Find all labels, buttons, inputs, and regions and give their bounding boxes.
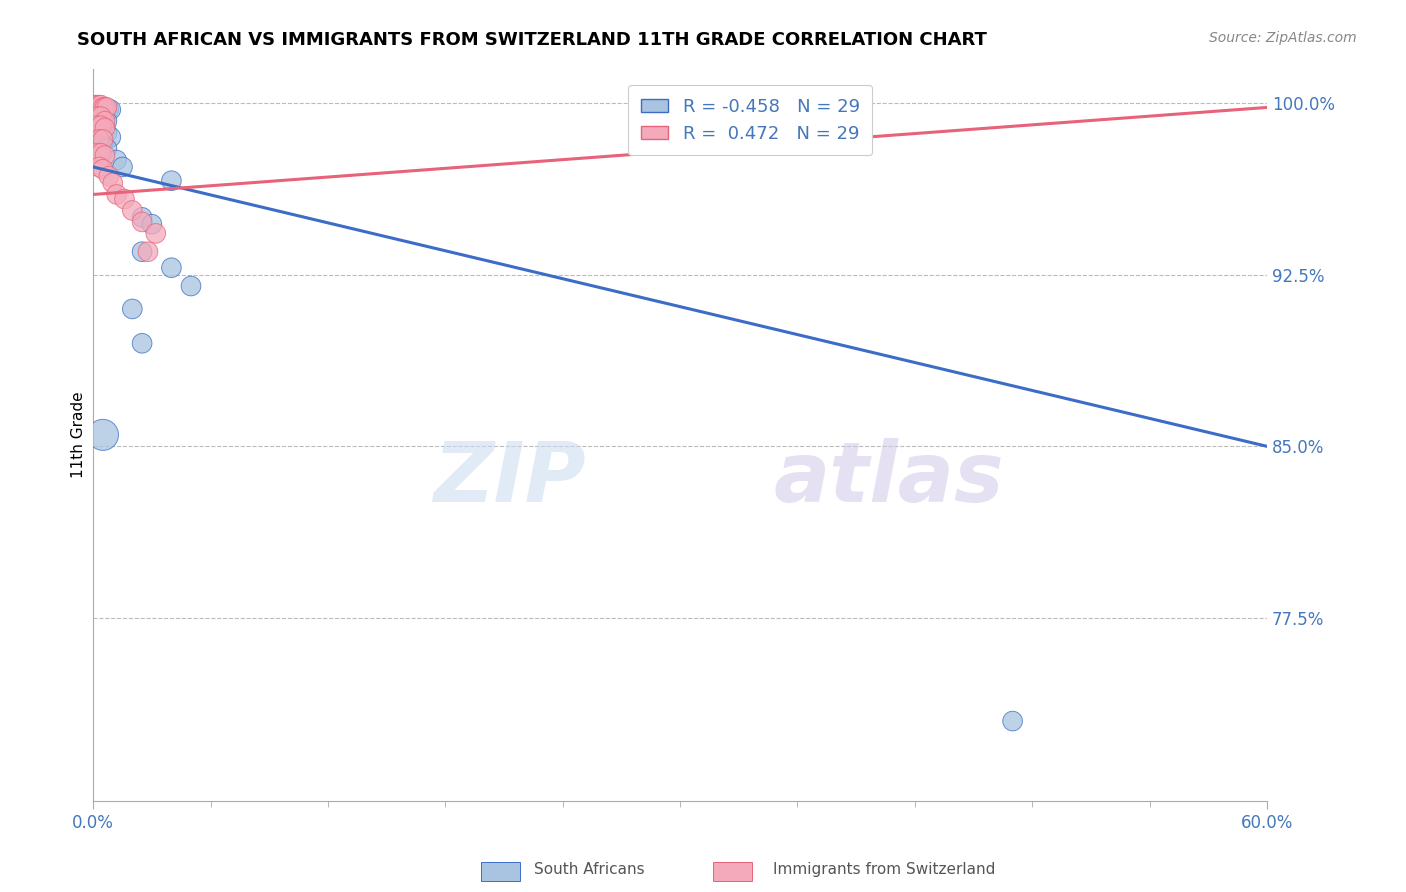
Point <box>100 130 122 145</box>
Point <box>87 114 110 128</box>
Point <box>94 148 117 162</box>
Point <box>91 137 114 152</box>
Point <box>121 203 143 218</box>
Point <box>96 100 118 114</box>
Point <box>111 160 134 174</box>
Point <box>101 176 124 190</box>
Point <box>90 110 112 124</box>
Point <box>97 169 120 183</box>
Point <box>136 244 159 259</box>
Point <box>86 110 108 124</box>
Text: Immigrants from Switzerland: Immigrants from Switzerland <box>773 863 995 877</box>
Point <box>91 428 114 442</box>
Point <box>160 260 183 275</box>
Point <box>90 98 112 112</box>
Point <box>145 227 167 241</box>
Point <box>91 162 114 177</box>
Point <box>121 301 143 316</box>
Point <box>91 100 114 114</box>
Point <box>87 132 110 146</box>
Text: Source: ZipAtlas.com: Source: ZipAtlas.com <box>1209 31 1357 45</box>
Point <box>87 100 110 114</box>
Point <box>105 153 128 167</box>
Point <box>96 126 118 140</box>
Text: atlas: atlas <box>773 438 1004 519</box>
Point <box>91 100 114 114</box>
Point <box>94 100 117 114</box>
Point <box>90 146 112 161</box>
Point <box>114 192 136 206</box>
FancyBboxPatch shape <box>481 862 520 881</box>
Text: ZIP: ZIP <box>433 438 586 519</box>
Point <box>1001 714 1024 728</box>
Text: South Africans: South Africans <box>534 863 645 877</box>
Point <box>87 126 110 140</box>
Point <box>96 142 118 156</box>
Point <box>91 126 114 140</box>
Point <box>131 215 153 229</box>
Point <box>96 114 118 128</box>
Point <box>87 137 110 152</box>
Point <box>87 160 110 174</box>
Point <box>131 336 153 351</box>
Point <box>825 100 848 114</box>
Text: SOUTH AFRICAN VS IMMIGRANTS FROM SWITZERLAND 11TH GRADE CORRELATION CHART: SOUTH AFRICAN VS IMMIGRANTS FROM SWITZER… <box>77 31 987 49</box>
Point <box>100 103 122 117</box>
Point <box>91 114 114 128</box>
Point <box>94 100 117 114</box>
Point <box>86 98 108 112</box>
Point <box>94 121 117 136</box>
Point <box>180 279 202 293</box>
Point <box>97 103 120 117</box>
Point <box>96 103 118 117</box>
Point <box>86 119 108 133</box>
Point <box>91 132 114 146</box>
Point <box>141 217 163 231</box>
Point <box>90 119 112 133</box>
Y-axis label: 11th Grade: 11th Grade <box>72 392 86 478</box>
Point <box>105 187 128 202</box>
FancyBboxPatch shape <box>713 862 752 881</box>
Point <box>131 244 153 259</box>
Point <box>94 114 117 128</box>
Point <box>86 146 108 161</box>
Legend: R = -0.458   N = 29, R =  0.472   N = 29: R = -0.458 N = 29, R = 0.472 N = 29 <box>628 85 873 155</box>
Point <box>131 211 153 225</box>
Point <box>160 174 183 188</box>
Point <box>84 100 107 114</box>
Point <box>87 98 110 112</box>
Point <box>84 98 107 112</box>
